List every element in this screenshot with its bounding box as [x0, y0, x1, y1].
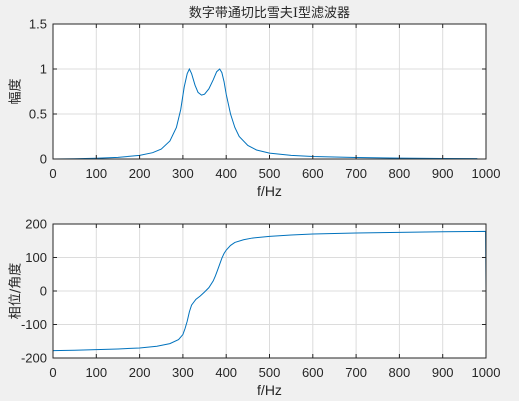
y-axis-label: 相位/角度	[8, 263, 24, 319]
y-tick-label: -100	[21, 317, 47, 332]
y-tick-label: 0.5	[29, 107, 47, 122]
x-tick-label: 500	[259, 365, 281, 380]
x-tick-label: 400	[215, 166, 237, 181]
x-tick-label: 200	[129, 166, 151, 181]
y-axis-label: 幅度	[8, 78, 24, 104]
phase-plot: 0 100 200 300 400 500 600 700 800 900 1000-200-100…	[8, 217, 501, 399]
y-tick-label: 1.5	[29, 17, 47, 32]
x-tick-label: 300	[172, 166, 194, 181]
x-tick-label: 400	[215, 365, 237, 380]
x-tick-label: 900	[432, 166, 454, 181]
x-tick-label: 600	[302, 365, 324, 380]
y-tick-label: 200	[25, 217, 47, 232]
y-tick-label: 1	[40, 62, 47, 77]
series-line-0	[52, 230, 487, 352]
x-tick-label: 800	[389, 365, 411, 380]
x-tick-label: 600	[302, 166, 324, 181]
x-tick-label: 0	[49, 365, 56, 380]
x-axis-label: f/Hz	[257, 382, 282, 398]
x-tick-label: 800	[389, 166, 411, 181]
x-tick-label: 300	[172, 365, 194, 380]
x-tick-label: 0	[49, 166, 56, 181]
y-tick-label: 0	[40, 284, 47, 299]
x-tick-label: 1000	[472, 365, 501, 380]
x-tick-label: 700	[345, 365, 367, 380]
magnitude-plot: 0 100 200 300 400 500 600 700 800 900 1000 0 0.5 1 1.5…	[8, 6, 501, 199]
x-tick-label: 700	[345, 166, 367, 181]
x-tick-label: 1000	[472, 166, 501, 181]
x-tick-label: 200	[129, 365, 151, 380]
chart-title: 数字带通切比雪夫I型滤波器	[189, 6, 350, 21]
y-tick-label: 0	[40, 152, 47, 167]
x-tick-label: 100	[85, 166, 107, 181]
y-tick-label: 100	[25, 250, 47, 265]
x-tick-label: 100	[85, 365, 107, 380]
x-axis-label: f/Hz	[257, 183, 282, 199]
series-line-0	[52, 67, 478, 160]
x-tick-label: 900	[432, 365, 454, 380]
y-tick-label: -200	[21, 351, 47, 366]
x-tick-label: 500	[259, 166, 281, 181]
